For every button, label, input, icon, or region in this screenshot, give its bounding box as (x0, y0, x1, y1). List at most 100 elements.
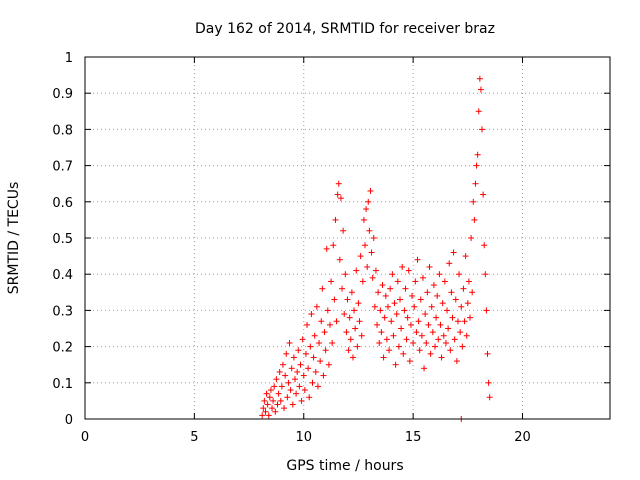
data-point (473, 162, 480, 169)
data-point (376, 339, 383, 346)
data-point (289, 401, 296, 408)
data-point (447, 347, 454, 354)
data-point (352, 325, 359, 332)
data-point (318, 318, 325, 325)
data-point (295, 347, 302, 354)
data-point (402, 285, 409, 292)
y-tick-label: 0.5 (52, 232, 73, 247)
data-point (475, 108, 482, 115)
data-point (306, 394, 313, 401)
data-point (317, 358, 324, 365)
data-point (266, 394, 273, 401)
data-point (307, 343, 314, 350)
x-tick-label: 0 (81, 430, 89, 445)
data-point (394, 278, 401, 285)
data-point (388, 318, 395, 325)
data-point (406, 358, 413, 365)
data-point (272, 408, 279, 415)
ticks-layer (84, 56, 610, 420)
data-point (374, 321, 381, 328)
data-point (302, 350, 309, 357)
data-point (328, 278, 335, 285)
y-tick-label: 1 (65, 51, 73, 66)
data-point (407, 321, 414, 328)
data-point (465, 278, 472, 285)
data-point (382, 292, 389, 299)
data-point (450, 249, 457, 256)
data-point (294, 368, 301, 375)
data-point (365, 198, 372, 205)
y-tick-label: 0.9 (52, 87, 73, 102)
data-point (363, 206, 370, 213)
chart-title: Day 162 of 2014, SRMTID for receiver bra… (195, 21, 495, 37)
data-point (456, 271, 463, 278)
data-point (330, 242, 337, 249)
data-point (426, 263, 433, 270)
data-point (334, 191, 341, 198)
data-point (464, 300, 471, 307)
x-tick-label: 10 (295, 430, 312, 445)
data-point (262, 408, 269, 415)
data-point (340, 227, 347, 234)
data-point (481, 242, 488, 249)
data-point (259, 412, 266, 419)
data-point (395, 343, 402, 350)
data-point (434, 292, 441, 299)
tick-labels-layer: 0 5 10 15 20 0 0.1 0.2 0.3 0.4 0.5 0.6 0.7 0.8 0.9 1 (52, 51, 530, 445)
data-point (279, 361, 286, 368)
data-point (327, 321, 333, 328)
data-point (348, 289, 355, 296)
x-tick-label: 15 (405, 430, 422, 445)
data-point (390, 332, 397, 339)
y-tick-label: 0.1 (52, 377, 73, 392)
x-tick-label: 5 (190, 430, 198, 445)
data-point (393, 311, 400, 318)
data-point (422, 311, 429, 318)
data-point (305, 365, 312, 372)
data-point (320, 372, 327, 379)
plot-frame (84, 56, 611, 420)
data-point (435, 336, 442, 343)
data-point (423, 339, 430, 346)
data-point (391, 300, 398, 307)
data-point (379, 282, 386, 289)
y-tick-label: 0.4 (52, 268, 73, 283)
data-point (273, 376, 280, 383)
data-point (368, 249, 375, 256)
data-point (293, 390, 300, 397)
data-point (267, 387, 274, 394)
grid-layer (85, 57, 610, 419)
data-point (309, 379, 316, 386)
data-point (360, 216, 367, 223)
data-point (399, 263, 406, 270)
data-point (387, 285, 394, 292)
data-point (300, 372, 307, 379)
data-point (403, 336, 410, 343)
data-point (438, 354, 445, 361)
data-point (342, 271, 349, 278)
data-point (476, 75, 483, 82)
data-point (454, 318, 461, 325)
data-point (389, 271, 396, 278)
data-point (314, 383, 321, 390)
data-point (339, 285, 346, 292)
data-point (265, 412, 272, 419)
data-point (418, 332, 425, 339)
data-point (377, 307, 384, 314)
y-tick-label: 0.2 (52, 341, 73, 356)
data-point (358, 332, 365, 339)
data-point (480, 191, 487, 198)
data-point (347, 336, 354, 343)
data-point (482, 271, 489, 278)
data-point (416, 347, 423, 354)
data-point (429, 329, 436, 336)
data-point (276, 368, 283, 375)
points-layer (259, 75, 493, 422)
y-tick-label: 0.3 (52, 304, 73, 319)
data-point (485, 379, 492, 386)
data-point (333, 318, 340, 325)
data-point (457, 329, 464, 336)
data-point (452, 296, 459, 303)
data-point (432, 343, 438, 350)
data-point (378, 329, 385, 336)
